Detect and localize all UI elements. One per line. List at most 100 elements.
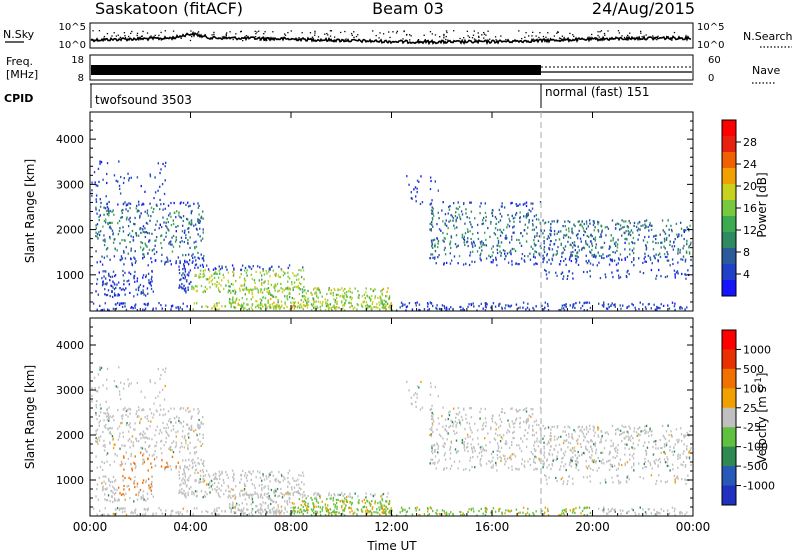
velocity-cell (469, 460, 470, 462)
power-cell (329, 287, 330, 289)
power-cell (299, 306, 300, 308)
power-cell (272, 303, 273, 305)
velocity-cell (480, 464, 481, 466)
power-cell (572, 232, 573, 234)
velocity-cell (568, 441, 569, 443)
velocity-cell (196, 451, 197, 453)
velocity-cell (171, 442, 172, 444)
power-cell (685, 260, 686, 262)
power-cell (617, 223, 618, 225)
noise-search-dot (259, 37, 260, 38)
velocity-cell (203, 481, 204, 483)
velocity-cell (558, 436, 559, 438)
power-cell (176, 260, 177, 262)
power-cell (188, 263, 189, 265)
power-cell (182, 254, 183, 256)
power-cell (328, 289, 329, 291)
velocity-cell (434, 463, 435, 465)
power-cell (310, 292, 311, 294)
power-cell (527, 307, 528, 309)
power-cell (374, 288, 375, 290)
velocity-cell (238, 508, 239, 510)
power-cell (659, 307, 660, 309)
power-cell (614, 242, 615, 244)
velocity-cell (445, 419, 446, 421)
noise-search-dot (443, 34, 444, 35)
velocity-cell (145, 481, 146, 483)
velocity-cell (507, 458, 508, 460)
velocity-cell (246, 508, 247, 510)
velocity-cell (652, 446, 653, 448)
velocity-cell (179, 467, 180, 469)
noise-search-dot (474, 30, 475, 31)
power-cell (143, 247, 144, 249)
velocity-cell (239, 509, 240, 511)
power-cell (598, 262, 599, 264)
noise-search-dot (478, 32, 479, 33)
power-cell (420, 203, 421, 205)
power-cell (146, 246, 147, 248)
velocity-cell (570, 457, 571, 459)
velocity-cell (251, 473, 252, 475)
power-cell (624, 232, 625, 234)
power-cell (196, 285, 197, 287)
power-cell (684, 308, 685, 310)
power-cell (486, 257, 487, 259)
velocity-cell (366, 506, 367, 508)
velocity-cell (273, 491, 274, 493)
power-cell (462, 236, 463, 238)
velocity-cell (149, 408, 150, 410)
power-cell (283, 307, 284, 309)
noise-search-dot (177, 36, 178, 37)
power-cell (501, 215, 502, 217)
velocity-cell (518, 512, 519, 514)
velocity-cell (233, 474, 234, 476)
velocity-cell (156, 456, 157, 458)
power-cell (325, 302, 326, 304)
power-cell (516, 205, 517, 207)
power-cell (390, 302, 391, 304)
velocity-cell (126, 409, 127, 411)
power-cell (536, 263, 537, 265)
power-cell (529, 219, 530, 221)
velocity-cell (526, 438, 527, 440)
velocity-cell (586, 507, 587, 509)
power-cell (583, 234, 584, 236)
power-cell (138, 210, 139, 212)
power-cell (105, 277, 106, 279)
velocity-cell (572, 511, 573, 513)
velocity-cell (184, 466, 185, 468)
power-cell (246, 298, 247, 300)
power-cell (147, 293, 148, 295)
power-cell (683, 238, 684, 240)
velocity-cell (262, 501, 263, 503)
velocity-cell (436, 442, 437, 444)
power-cell (610, 240, 611, 242)
noise-search-dot (463, 37, 464, 38)
noise-search-dot (518, 30, 519, 31)
velocity-cell (185, 439, 186, 441)
power-cell (589, 219, 590, 221)
velocity-cell (274, 495, 275, 497)
velocity-cell (467, 443, 468, 445)
noise-search-dot (389, 37, 390, 38)
velocity-cell (504, 463, 505, 465)
power-cell (198, 275, 199, 277)
power-cell (519, 221, 520, 223)
noise-search-dot (256, 31, 257, 32)
velocity-cell (261, 509, 262, 511)
power-cell (119, 230, 120, 232)
power-cell (316, 293, 317, 295)
power-cell (147, 304, 148, 306)
velocity-cell (155, 429, 156, 431)
velocity-cell (243, 494, 244, 496)
power-cell (209, 270, 210, 272)
velocity-cell (147, 418, 148, 420)
power-cell (140, 212, 141, 214)
velocity-cell (492, 415, 493, 417)
power-cell (311, 294, 312, 296)
noise-search-dot (459, 38, 460, 39)
velocity-cell (564, 426, 565, 428)
velocity-cell (240, 474, 241, 476)
power-cell (205, 286, 206, 288)
